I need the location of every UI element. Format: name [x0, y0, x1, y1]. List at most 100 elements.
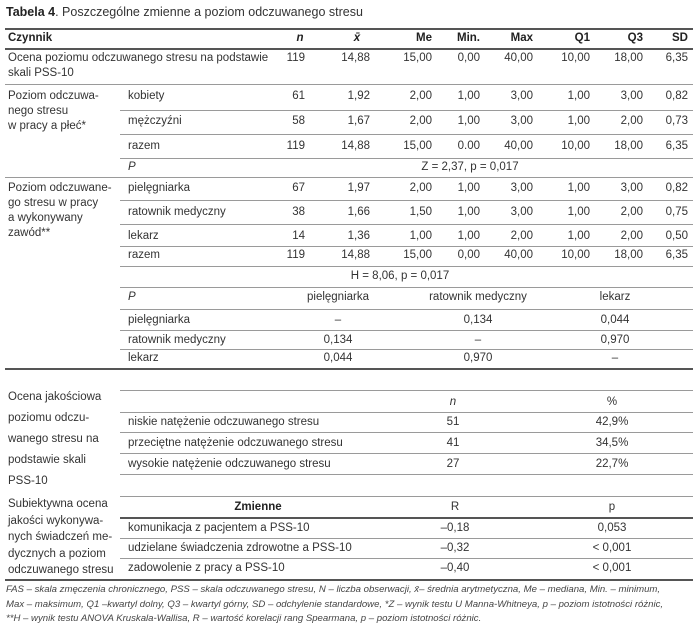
table-cell: 0.00 [457, 140, 480, 152]
group-label: podstawie skali [8, 454, 86, 466]
table-cell: 119 [286, 140, 305, 152]
table-cell: 3,00 [620, 90, 643, 102]
row-label: Ocena poziomu odczuwanego stresu na pods… [8, 52, 269, 79]
table-cell: 1,67 [347, 115, 370, 127]
table-cell: – [611, 352, 619, 364]
table-cell: 119 [286, 249, 305, 261]
table-cell: 58 [292, 115, 305, 127]
p-label: P [128, 161, 136, 173]
table-rule [5, 84, 693, 85]
column-header: Me [416, 32, 432, 44]
table-cell: –0,32 [440, 542, 470, 554]
table-cell: 1,00 [457, 206, 480, 218]
group-label: PSS-10 [8, 475, 48, 487]
table-cell: 1,00 [457, 230, 480, 242]
group-label: dycznych a poziom [8, 547, 106, 560]
table-cell: 2,00 [620, 115, 643, 127]
table-rule [5, 28, 693, 30]
table-cell: 1,97 [347, 182, 370, 194]
table-cell: 6,35 [665, 52, 688, 64]
table-rule [120, 538, 693, 539]
table-cell: 15,00 [403, 140, 432, 152]
table-cell: < 0,001 [592, 562, 632, 574]
table-cell: 0,053 [597, 522, 627, 534]
row-label: przeciętne natężenie odczuwanego stresu [128, 437, 343, 449]
table-cell: 1,92 [347, 90, 370, 102]
column-header: ratownik medyczny [429, 291, 527, 303]
row-label: kobiety [128, 90, 165, 102]
row-label: niskie natężenie odczuwanego stresu [128, 416, 320, 428]
table-cell: < 0,001 [592, 542, 632, 554]
table-cell: 2,00 [409, 90, 432, 102]
group-label: go stresu w pracy [8, 197, 99, 209]
row-label: pielęgniarka [128, 314, 191, 326]
table-cell: 18,00 [614, 52, 643, 64]
footnote: FAS – skala zmęczenia chronicznego, PSS … [6, 584, 661, 595]
table-rule [120, 158, 693, 159]
table-cell: 0,00 [457, 52, 480, 64]
table-rule [120, 412, 693, 413]
group-label: odczuwanego stresu [8, 564, 114, 576]
footnote: **H – wynik testu ANOVA Kruskala-Wallisa… [6, 613, 482, 624]
table-cell: 3,00 [620, 182, 643, 194]
table-rule [5, 579, 693, 581]
column-header: Q1 [574, 32, 590, 44]
table-rule [5, 177, 693, 178]
table-cell: 14,88 [341, 249, 370, 261]
table-cell: 40,00 [504, 140, 533, 152]
table-cell: 38 [292, 206, 305, 218]
table-cell: 41 [446, 437, 460, 449]
table-cell: 15,00 [403, 249, 432, 261]
table-cell: 3,00 [510, 115, 533, 127]
caption-label: Tabela 4 [6, 5, 56, 19]
column-header: lekarz [599, 291, 631, 303]
table-rule [120, 432, 693, 433]
table-cell: 2,00 [409, 115, 432, 127]
row-label: udzielane świadczenia zdrowotne a PSS-10 [128, 542, 352, 554]
table-cell: 6,35 [665, 140, 688, 152]
table-cell: 42,9% [595, 416, 629, 428]
column-header: n [449, 396, 457, 408]
column-header: % [606, 396, 618, 408]
table-cell: 1,00 [567, 182, 590, 194]
group-label: poziomu odczu- [8, 412, 90, 424]
table-cell: 34,5% [595, 437, 629, 449]
table-rule [120, 517, 693, 519]
table-cell: 40,00 [504, 249, 533, 261]
table-cell: 1,36 [347, 230, 370, 242]
table-caption: Tabela 4. Poszczególne zmienne a poziom … [6, 5, 363, 19]
table-cell: 3,00 [510, 182, 533, 194]
table-cell: 51 [446, 416, 460, 428]
table-rule [120, 496, 693, 497]
row-label: ratownik medyczny [128, 334, 226, 346]
row-label: wysokie natężenie odczuwanego stresu [128, 458, 331, 470]
table-cell: 2,00 [620, 230, 643, 242]
table-rule [120, 246, 693, 247]
table-cell: 0,134 [323, 334, 353, 346]
row-label: razem [128, 249, 160, 261]
table-cell: 10,00 [561, 140, 590, 152]
table-cell: 67 [292, 182, 305, 194]
row-label: lekarz [128, 230, 159, 242]
table-cell: 1,00 [457, 90, 480, 102]
caption-text: . Poszczególne zmienne a poziom odczuwan… [55, 5, 363, 19]
table-cell: 1,00 [567, 90, 590, 102]
table-cell: 0,044 [600, 314, 630, 326]
column-header: Czynnik [8, 32, 53, 44]
table-cell: 0,73 [665, 115, 688, 127]
column-header: n [296, 32, 304, 44]
table-cell: – [474, 334, 482, 346]
table-cell: 3,00 [510, 90, 533, 102]
row-label: zadowolenie z pracy a PSS-10 [128, 562, 285, 574]
row-label: razem [128, 140, 160, 152]
table-rule [5, 48, 693, 50]
column-header: R [450, 501, 460, 513]
table-cell: 1,00 [567, 230, 590, 242]
table-cell: 0,82 [665, 182, 688, 194]
table-rule [120, 390, 693, 391]
table-rule [120, 309, 693, 310]
table-cell: 18,00 [614, 140, 643, 152]
row-label: lekarz [128, 352, 159, 364]
table-rule [120, 110, 693, 111]
table-cell: 1,00 [409, 230, 432, 242]
